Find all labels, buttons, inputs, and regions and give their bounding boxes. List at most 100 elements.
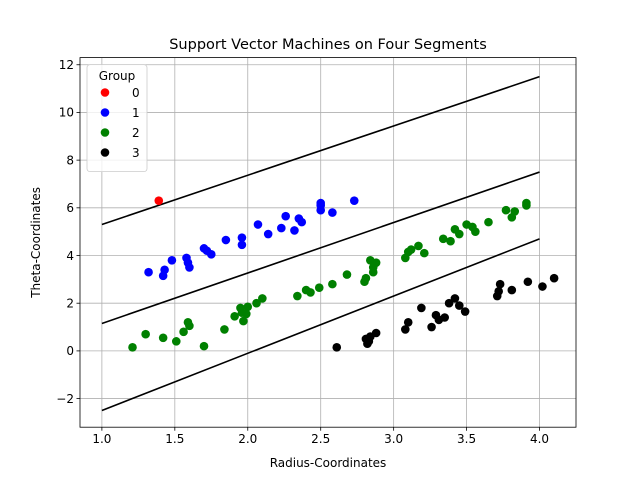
point-group-2 bbox=[128, 343, 137, 352]
separator-lines bbox=[101, 75, 540, 412]
point-group-2 bbox=[239, 316, 248, 326]
point-group-2 bbox=[361, 273, 371, 283]
point-group-2 bbox=[141, 329, 150, 339]
point-group-0 bbox=[154, 196, 164, 205]
chart-title: Support Vector Machines on Four Segments bbox=[169, 37, 487, 53]
point-group-2 bbox=[438, 234, 448, 244]
point-group-3 bbox=[549, 273, 559, 283]
point-group-3 bbox=[523, 277, 533, 287]
point-group-1 bbox=[237, 240, 247, 250]
point-group-1 bbox=[185, 263, 194, 272]
point-group-2 bbox=[419, 248, 429, 258]
point-group-2 bbox=[314, 283, 324, 293]
separator-line-1 bbox=[101, 75, 540, 226]
point-group-2 bbox=[484, 217, 493, 227]
plot-frame bbox=[79, 57, 577, 428]
y-tick-label: 0 bbox=[66, 344, 74, 358]
point-group-1 bbox=[290, 226, 299, 235]
legend-marker-2 bbox=[100, 128, 110, 137]
point-group-1 bbox=[263, 229, 273, 239]
x-tick-label: 3.5 bbox=[457, 432, 476, 446]
y-tick-label: 12 bbox=[59, 58, 74, 72]
point-group-2 bbox=[510, 207, 520, 216]
point-group-2 bbox=[454, 229, 464, 239]
y-tick-label: −2 bbox=[56, 392, 74, 406]
x-tick-label: 1.5 bbox=[165, 432, 184, 446]
y-tick-label: 8 bbox=[66, 153, 74, 167]
point-group-2 bbox=[242, 309, 251, 319]
point-group-2 bbox=[406, 245, 416, 254]
point-group-2 bbox=[414, 241, 423, 251]
point-group-2 bbox=[368, 267, 378, 277]
point-group-1 bbox=[237, 233, 247, 242]
point-group-2 bbox=[293, 291, 302, 301]
data-points bbox=[128, 196, 559, 352]
point-group-1 bbox=[316, 205, 326, 215]
legend-label-3: 3 bbox=[132, 146, 140, 160]
point-group-3 bbox=[538, 282, 547, 291]
x-tick-label: 3.0 bbox=[384, 432, 403, 446]
point-group-2 bbox=[471, 227, 480, 236]
point-group-1 bbox=[253, 220, 263, 229]
point-group-1 bbox=[328, 208, 337, 217]
point-group-2 bbox=[220, 325, 229, 334]
legend-label-0: 0 bbox=[132, 86, 140, 100]
legend-marker-0 bbox=[100, 88, 110, 97]
y-axis-ticks: −2 0 2 4 6 8 10 12 bbox=[56, 58, 80, 406]
legend-label-1: 1 bbox=[132, 106, 140, 120]
point-group-2 bbox=[342, 270, 352, 279]
y-axis-label: Theta-Coordinates bbox=[29, 187, 43, 299]
legend-label-2: 2 bbox=[132, 126, 140, 140]
point-group-2 bbox=[446, 236, 455, 246]
point-group-1 bbox=[160, 265, 169, 275]
point-group-3 bbox=[371, 328, 381, 338]
separator-line-3 bbox=[101, 238, 540, 412]
legend-items: 0 1 2 3 bbox=[100, 86, 140, 160]
point-group-1 bbox=[349, 196, 359, 205]
point-group-3 bbox=[507, 285, 517, 295]
legend-title: Group bbox=[99, 69, 136, 83]
x-tick-label: 4.0 bbox=[530, 432, 549, 446]
point-group-3 bbox=[494, 286, 503, 296]
point-group-2 bbox=[199, 341, 209, 351]
point-group-1 bbox=[206, 250, 216, 259]
point-group-3 bbox=[444, 298, 454, 308]
point-group-2 bbox=[185, 321, 194, 331]
legend: Group 0 1 2 3 bbox=[86, 64, 148, 172]
x-tick-label: 2.0 bbox=[238, 432, 257, 446]
point-group-3 bbox=[460, 307, 470, 316]
plot-area-background bbox=[80, 57, 576, 428]
point-group-2 bbox=[328, 279, 337, 289]
point-group-2 bbox=[258, 294, 267, 303]
grid bbox=[80, 57, 576, 428]
point-group-1 bbox=[277, 223, 286, 233]
point-group-1 bbox=[221, 235, 231, 245]
separator-line-2 bbox=[101, 171, 540, 325]
point-group-3 bbox=[440, 313, 450, 322]
point-group-2 bbox=[252, 298, 261, 308]
point-group-1 bbox=[167, 255, 177, 265]
point-group-2 bbox=[306, 288, 315, 297]
x-axis-ticks: 1.0 1.5 2.0 2.5 3.0 3.5 4.0 bbox=[92, 427, 549, 446]
point-group-3 bbox=[403, 317, 413, 327]
point-group-1 bbox=[281, 211, 290, 221]
point-group-2 bbox=[179, 327, 188, 337]
point-group-1 bbox=[316, 198, 326, 208]
y-tick-label: 10 bbox=[59, 106, 74, 120]
point-group-3 bbox=[417, 303, 426, 313]
point-group-2 bbox=[371, 258, 381, 267]
point-group-3 bbox=[495, 279, 505, 289]
point-group-3 bbox=[427, 322, 436, 332]
y-tick-label: 4 bbox=[66, 249, 74, 263]
point-group-3 bbox=[401, 325, 410, 334]
legend-marker-3 bbox=[100, 148, 110, 157]
point-group-2 bbox=[501, 205, 511, 215]
point-group-3 bbox=[450, 294, 460, 303]
point-group-2 bbox=[230, 312, 239, 321]
point-group-1 bbox=[297, 217, 307, 227]
point-group-2 bbox=[158, 333, 168, 343]
point-group-3 bbox=[454, 301, 464, 310]
point-group-3 bbox=[332, 343, 342, 352]
x-axis-label: Radius-Coordinates bbox=[270, 456, 387, 470]
